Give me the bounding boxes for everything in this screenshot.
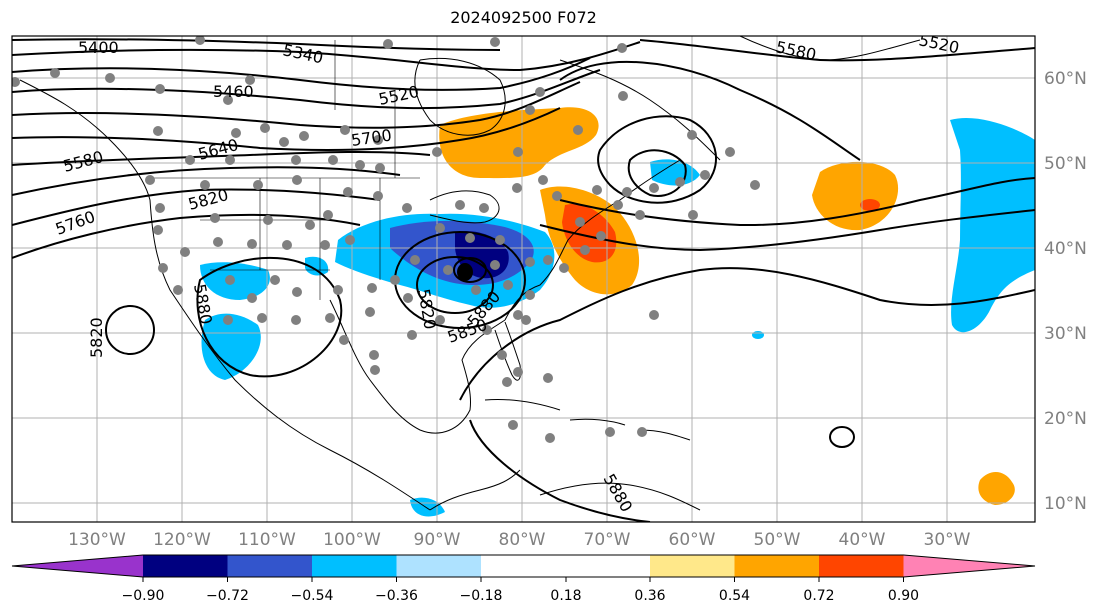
lon-label: 120°W — [153, 530, 211, 550]
longitude-labels: 130°W 120°W 110°W 100°W 90°W 80°W 70°W 6… — [68, 530, 971, 550]
colorbar-tick-label: 0.72 — [803, 588, 834, 604]
map-frame — [11, 35, 1036, 523]
colorbar-tick-label: −0.36 — [375, 588, 418, 604]
lon-label: 130°W — [68, 530, 126, 550]
colorbar-tick-label: −0.18 — [460, 588, 503, 604]
lon-label: 100°W — [323, 530, 381, 550]
colorbar-tick-label: 0.36 — [634, 588, 665, 604]
colorbar-extend-max — [903, 555, 1035, 577]
colorbar-tick-label: 0.54 — [719, 588, 750, 604]
lon-label: 30°W — [924, 530, 971, 550]
lat-label: 60°N — [1044, 69, 1087, 89]
lon-label: 40°W — [839, 530, 886, 550]
colorbar-tick-label: 0.18 — [550, 588, 581, 604]
height-contours — [12, 38, 1035, 522]
lat-label: 10°N — [1044, 494, 1087, 514]
lon-label: 90°W — [414, 530, 461, 550]
lon-label: 110°W — [238, 530, 296, 550]
colorbar-extend-min — [12, 555, 143, 577]
lat-label: 50°N — [1044, 154, 1087, 174]
lon-label: 60°W — [669, 530, 716, 550]
colorbar: −0.90 −0.72 −0.54 −0.36 −0.18 0.18 0.36 … — [11, 554, 1036, 604]
contour-label: 5820 — [87, 317, 106, 358]
map-title: 2024092500 F072 — [450, 8, 597, 27]
colorbar-tick-label: −0.72 — [206, 588, 249, 604]
lat-label: 30°N — [1044, 324, 1087, 344]
station-markers — [12, 36, 760, 443]
lat-label: 40°N — [1044, 239, 1087, 259]
contour-label: 5460 — [213, 82, 254, 101]
lon-label: 50°W — [754, 530, 801, 550]
lon-label: 80°W — [499, 530, 546, 550]
colorbar-tick-label: −0.54 — [291, 588, 334, 604]
lat-label: 20°N — [1044, 409, 1087, 429]
contour-label: 5400 — [78, 38, 119, 57]
latitude-labels: 60°N 50°N 40°N 30°N 20°N 10°N — [1044, 69, 1087, 514]
lon-label: 70°W — [584, 530, 631, 550]
colorbar-tick-label: 0.90 — [888, 588, 919, 604]
colorbar-tick-label: −0.90 — [122, 588, 165, 604]
